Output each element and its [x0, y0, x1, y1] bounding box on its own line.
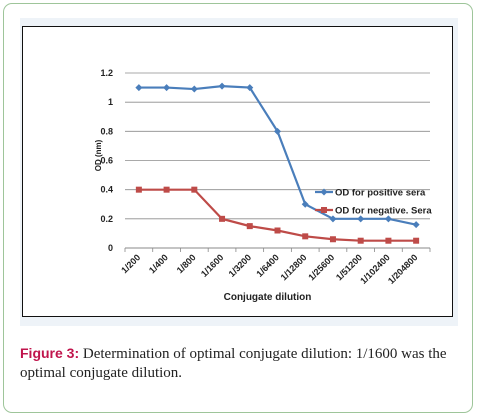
x-tick-label: 1/25600: [306, 252, 336, 282]
figure-caption: Figure 3: Determination of optimal conju…: [20, 344, 460, 383]
y-tick-label: 0.8: [100, 126, 113, 136]
y-tick-label: 0.6: [100, 156, 113, 166]
negative-data-point: [135, 186, 142, 193]
legend-label: OD for negative. Sera: [335, 206, 432, 217]
positive-data-point: [329, 215, 337, 223]
caption-label: Figure 3:: [20, 345, 80, 361]
negative-data-point: [246, 223, 253, 230]
y-tick-label: 0: [108, 243, 113, 253]
x-axis-title: Conjugate dilution: [224, 292, 312, 303]
positive-data-point: [163, 84, 171, 92]
negative-data-point: [163, 186, 170, 193]
positive-series-line: [138, 85, 417, 226]
negative-data-point: [385, 237, 392, 244]
negative-data-point: [274, 227, 281, 234]
y-tick-label: 1.2: [100, 68, 113, 78]
x-tick-label: 1/200: [119, 252, 142, 275]
legend-marker: [321, 207, 327, 213]
positive-data-point: [190, 85, 198, 93]
y-tick-label: 0.4: [100, 185, 113, 195]
y-tick-label: 0.2: [100, 214, 113, 224]
x-tick-label: 1/3200: [227, 252, 254, 279]
negative-data-point: [191, 186, 198, 193]
negative-data-point: [219, 215, 226, 222]
positive-data-point: [384, 215, 392, 223]
x-tick-label: 1/204800: [386, 252, 420, 286]
chart-container: 0 0.2 0.4 0.6 0.8 1 1.2 1/200 1/400 1/800 1/1600 1/…: [22, 26, 453, 317]
negative-data-point: [413, 237, 420, 244]
negative-data-point: [357, 237, 364, 244]
positive-data-point: [246, 84, 254, 92]
x-tick-label: 1/12800: [279, 252, 309, 282]
negative-data-point: [302, 233, 309, 240]
positive-data-point: [301, 200, 309, 208]
line-chart: 00.20.40.60.811.21/200 1/400 1/800 1/1600 1/…: [94, 68, 432, 303]
x-tick-label: 1/1600: [199, 252, 226, 279]
x-tick-label: 1/6400: [254, 252, 281, 279]
negative-data-point: [329, 236, 336, 243]
y-tick-label: 1: [108, 97, 113, 107]
legend-marker: [320, 188, 328, 196]
x-tick-label: 1/800: [175, 252, 198, 275]
positive-data-point: [135, 84, 143, 92]
caption-text: Determination of optimal conjugate dilut…: [20, 346, 447, 381]
positive-data-point: [412, 221, 420, 229]
y-axis-title: OD (nm): [94, 139, 103, 171]
legend-label: OD for positive sera: [335, 188, 426, 199]
positive-data-point: [274, 127, 281, 135]
positive-data-point: [357, 215, 365, 223]
x-tick-label: 1/400: [147, 252, 170, 275]
positive-data-point: [218, 82, 226, 90]
